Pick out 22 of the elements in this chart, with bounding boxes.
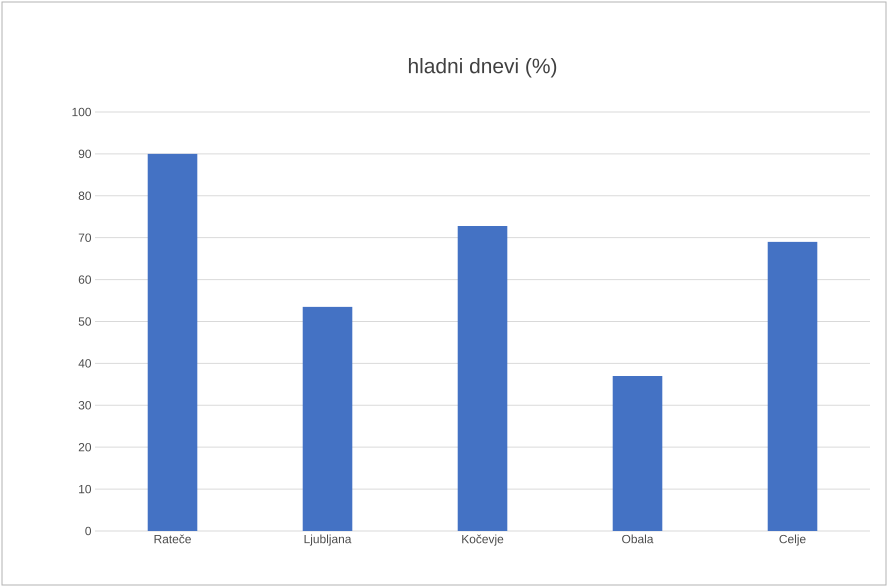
y-tick-label: 10	[79, 484, 92, 494]
x-tick-label: Kočevje	[462, 534, 504, 546]
x-tick-label: Rateče	[154, 534, 191, 544]
bar	[612, 376, 662, 531]
bar	[768, 242, 818, 531]
y-tick-label: 90	[78, 150, 92, 158]
bar	[302, 306, 352, 531]
y-tick-label: 70	[78, 233, 92, 242]
x-tick-label: Celje	[779, 534, 806, 546]
y-tick-label: 80	[78, 192, 92, 200]
y-tick-label: 50	[78, 317, 92, 326]
x-tick-label: Obala	[622, 534, 654, 544]
bar	[148, 154, 198, 531]
y-tick-label: 0	[85, 526, 92, 536]
x-tick-label: Ljubljana	[304, 534, 352, 546]
bar	[458, 226, 508, 531]
y-tick-label: 60	[78, 275, 92, 284]
y-tick-label: 100	[72, 108, 92, 116]
y-tick-label: 30	[78, 401, 92, 410]
y-tick-label: 20	[78, 442, 92, 452]
chart-title: hladni dnevi (%)	[408, 58, 556, 78]
y-tick-label: 40	[78, 359, 92, 368]
